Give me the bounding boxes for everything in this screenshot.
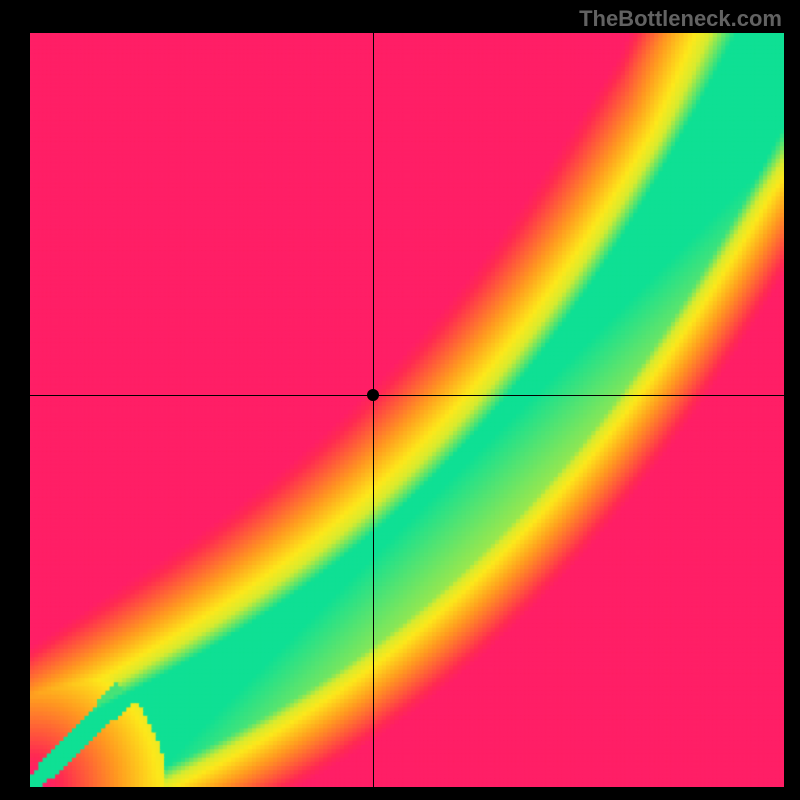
data-point-marker xyxy=(367,389,379,401)
chart-container: TheBottleneck.com xyxy=(0,0,800,800)
heatmap-canvas xyxy=(30,33,784,787)
crosshair-horizontal xyxy=(30,395,784,396)
heatmap-plot xyxy=(30,33,784,787)
watermark-text: TheBottleneck.com xyxy=(579,6,782,32)
crosshair-vertical xyxy=(373,33,374,787)
